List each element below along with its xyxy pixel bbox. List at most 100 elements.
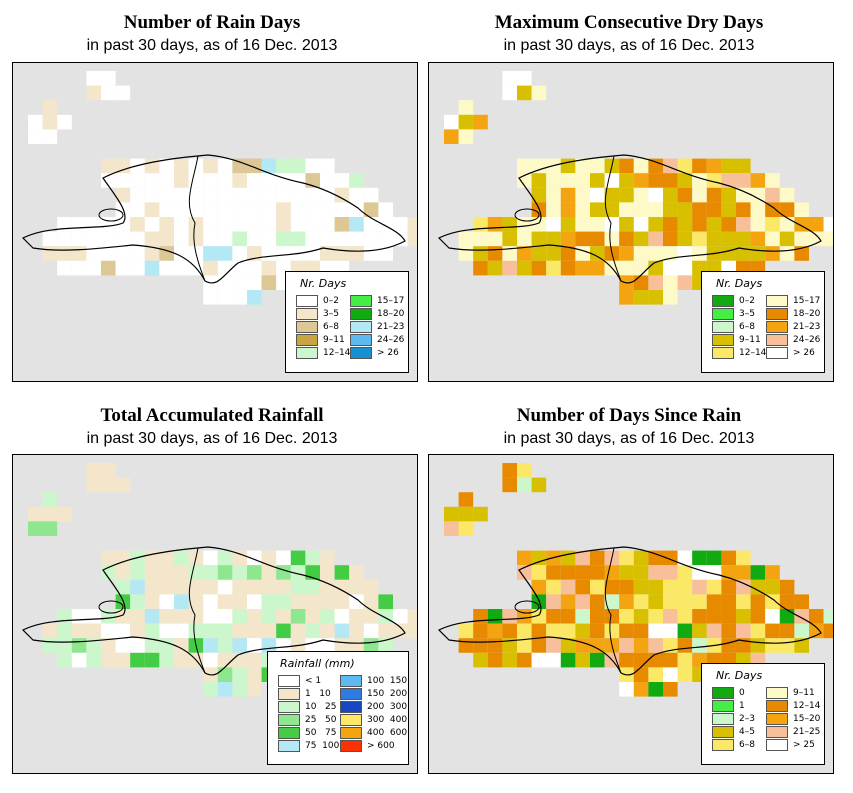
grid-cell: [217, 682, 233, 697]
grid-cell: [823, 217, 833, 232]
grid-cell: [721, 217, 736, 232]
grid-cell: [517, 71, 532, 86]
grid-cell: [706, 202, 722, 217]
grid-cell: [531, 158, 547, 174]
grid-cell: [71, 609, 87, 624]
grid-cell: [203, 565, 218, 580]
grid-cell: [648, 173, 663, 188]
legend-item: 150 200: [340, 687, 407, 700]
grid-cell: [648, 565, 663, 580]
grid-cell: [706, 550, 722, 566]
grid-cell: [590, 158, 605, 174]
grid-cell: [706, 217, 722, 232]
grid-cell: [247, 565, 262, 580]
grid-cell: [736, 231, 751, 247]
grid-cell: [86, 652, 101, 668]
grid-cell: [261, 550, 277, 566]
grid-cell: [458, 506, 474, 522]
grid-cell: [276, 246, 291, 261]
grid-cell: [363, 594, 379, 609]
grid-cell: [232, 638, 247, 653]
legend-swatch: [296, 307, 318, 320]
grid-cell: [590, 652, 605, 668]
grid-cell: [721, 638, 736, 653]
grid-cell: [261, 609, 277, 624]
grid-cell: [159, 260, 174, 276]
grid-cell: [247, 217, 262, 232]
legend-label: 21–25: [793, 726, 821, 737]
grid-cell: [188, 594, 204, 609]
grid-cell: [619, 231, 634, 247]
grid-cell: [663, 231, 678, 247]
grid-cell: [130, 623, 145, 639]
grid-cell: [779, 246, 795, 261]
grid-cell: [334, 231, 350, 247]
legend-swatch: [712, 320, 734, 333]
grid-cell: [721, 579, 736, 595]
legend-label: 9–11: [793, 687, 815, 698]
grid-cell: [560, 652, 576, 668]
grid-cell: [736, 202, 751, 217]
grid-cell: [247, 202, 262, 217]
grid-cell: [721, 246, 736, 261]
grid-cell: [560, 202, 576, 217]
grid-cell: [174, 638, 189, 653]
grid-cell: [334, 609, 350, 624]
grid-cell: [590, 246, 605, 261]
grid-cell: [663, 260, 678, 276]
grid-cell: [546, 260, 561, 276]
legend-title: Rainfall (mm): [280, 657, 355, 670]
coastline: [437, 546, 822, 676]
grid-cell: [473, 638, 488, 653]
legend-swatch: [766, 333, 788, 346]
grid-cell: [677, 550, 693, 566]
grid-cell: [28, 521, 43, 536]
grid-cell: [276, 202, 291, 217]
grid-cell: [531, 550, 547, 566]
grid-cell: [779, 187, 795, 203]
grid-cell: [502, 477, 517, 493]
legend-swatch: [278, 674, 300, 687]
grid-cell: [115, 85, 131, 101]
grid-cell: [232, 173, 247, 188]
grid-cell: [633, 623, 649, 639]
grid-cell: [619, 594, 634, 609]
grid-cell: [765, 594, 780, 609]
grid-cell: [692, 623, 707, 639]
grid-cell: [159, 594, 174, 609]
grid-cell: [217, 550, 233, 566]
grid-cell: [458, 246, 474, 261]
grid-cell: [633, 609, 649, 624]
legend-swatch: [712, 346, 734, 359]
grid-cell: [101, 477, 116, 493]
grid-cell: [677, 623, 693, 639]
grid-cell: [247, 260, 262, 276]
grid-cell: [458, 231, 474, 247]
grid-cell: [57, 260, 72, 276]
grid-cell: [174, 260, 189, 276]
grid-cell: [677, 158, 693, 174]
grid-cell: [560, 217, 576, 232]
grid-cell: [546, 638, 561, 653]
grid-cell: [217, 623, 233, 639]
grid-cell: [115, 609, 131, 624]
grid-cell: [276, 158, 291, 174]
grid-cell: [86, 217, 101, 232]
legend-swatch: [766, 346, 788, 359]
grid-cell: [144, 173, 160, 188]
grid-cell: [458, 521, 474, 536]
legend-swatch: [766, 712, 788, 725]
grid-cell: [823, 231, 833, 247]
panel-title-days-since-rain: Number of Days Since Rain: [516, 405, 742, 426]
grid-cell: [604, 594, 620, 609]
grid-cell: [188, 565, 204, 580]
grid-cell: [590, 638, 605, 653]
grid-cell: [663, 173, 678, 188]
grid-cell: [86, 246, 101, 261]
grid-cell: [144, 652, 160, 668]
grid-cell: [261, 158, 277, 174]
legend-swatch: [340, 687, 362, 700]
grid-cell: [517, 231, 532, 247]
grid-cell: [750, 623, 766, 639]
grid-cell: [721, 609, 736, 624]
